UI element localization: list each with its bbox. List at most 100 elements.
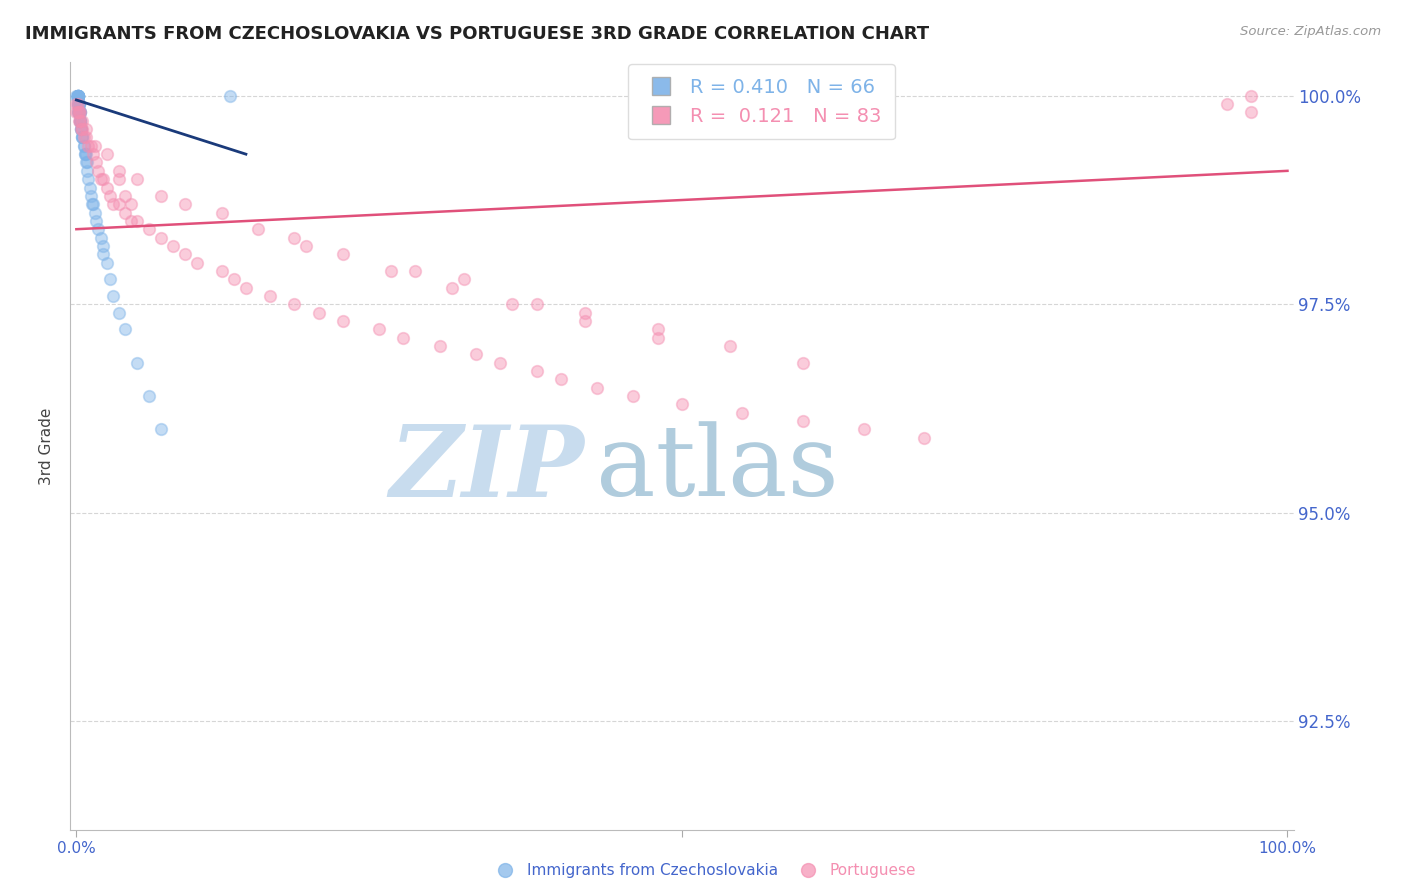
Point <box>574 305 596 319</box>
Point <box>69 113 91 128</box>
Point <box>247 222 270 236</box>
Point <box>66 88 89 103</box>
Point <box>283 297 305 311</box>
Point <box>404 264 426 278</box>
Point <box>69 105 91 120</box>
Point <box>69 113 91 128</box>
Point <box>73 147 96 161</box>
Point <box>67 97 90 112</box>
Point <box>259 289 281 303</box>
Point <box>66 88 89 103</box>
Point <box>66 105 89 120</box>
Point <box>82 197 104 211</box>
Point <box>80 138 103 153</box>
Point <box>70 122 93 136</box>
Point <box>72 130 94 145</box>
Point <box>526 364 548 378</box>
Point <box>120 214 142 228</box>
Point <box>77 172 100 186</box>
Point <box>66 105 89 120</box>
Point <box>70 122 93 136</box>
Point <box>235 280 257 294</box>
Point <box>453 272 475 286</box>
Point <box>150 422 173 436</box>
Point <box>125 214 148 228</box>
Point <box>792 414 814 428</box>
Point <box>66 97 89 112</box>
Point <box>67 97 90 112</box>
Point <box>69 105 91 120</box>
Point <box>73 147 96 161</box>
Point <box>66 88 89 103</box>
Point <box>211 264 233 278</box>
Point <box>150 189 173 203</box>
Point <box>526 297 548 311</box>
Point <box>219 88 242 103</box>
Point <box>107 305 129 319</box>
Point <box>429 339 451 353</box>
Point <box>69 113 91 128</box>
Point <box>70 122 93 136</box>
Text: IMMIGRANTS FROM CZECHOSLOVAKIA VS PORTUGUESE 3RD GRADE CORRELATION CHART: IMMIGRANTS FROM CZECHOSLOVAKIA VS PORTUG… <box>25 25 929 43</box>
Point <box>83 138 105 153</box>
Point <box>125 356 148 370</box>
Point <box>66 105 89 120</box>
Point <box>72 138 94 153</box>
Point <box>308 305 330 319</box>
Point <box>83 205 105 219</box>
Text: atlas: atlas <box>596 421 839 516</box>
Text: ZIP: ZIP <box>389 421 583 517</box>
Point <box>90 230 112 244</box>
Point <box>574 314 596 328</box>
Point <box>1240 88 1263 103</box>
Point <box>332 247 354 261</box>
Point <box>66 88 89 103</box>
Point <box>380 264 402 278</box>
Point <box>76 164 98 178</box>
Point <box>114 205 136 219</box>
Point <box>65 105 87 120</box>
Point <box>852 422 875 436</box>
Point <box>162 239 184 253</box>
Point <box>69 105 91 120</box>
Point <box>96 147 118 161</box>
Point <box>96 180 118 194</box>
Text: Source: ZipAtlas.com: Source: ZipAtlas.com <box>1240 25 1381 38</box>
Point <box>65 97 87 112</box>
Point <box>1216 97 1239 112</box>
Point <box>75 130 97 145</box>
Point <box>1240 105 1263 120</box>
Point <box>66 88 89 103</box>
Point <box>550 372 572 386</box>
Point <box>75 155 97 169</box>
Point <box>66 88 89 103</box>
Point <box>211 205 233 219</box>
Point <box>67 105 90 120</box>
Point <box>125 172 148 186</box>
Point <box>87 222 110 236</box>
Point <box>69 113 91 128</box>
Point <box>84 155 107 169</box>
Point <box>67 113 90 128</box>
Point <box>80 189 103 203</box>
Point <box>465 347 488 361</box>
Point <box>66 88 89 103</box>
Point <box>75 147 97 161</box>
Point <box>66 88 89 103</box>
Point <box>72 130 94 145</box>
Point <box>138 222 160 236</box>
Point <box>586 381 609 395</box>
Point <box>107 172 129 186</box>
Point <box>66 88 89 103</box>
Point <box>91 247 114 261</box>
Legend: Immigrants from Czechoslovakia, Portuguese: Immigrants from Czechoslovakia, Portugue… <box>484 857 922 884</box>
Point <box>84 214 107 228</box>
Point <box>91 239 114 253</box>
Point <box>90 172 112 186</box>
Point <box>647 322 669 336</box>
Point <box>440 280 463 294</box>
Point <box>501 297 523 311</box>
Point <box>295 239 318 253</box>
Point <box>107 164 129 178</box>
Point <box>79 180 101 194</box>
